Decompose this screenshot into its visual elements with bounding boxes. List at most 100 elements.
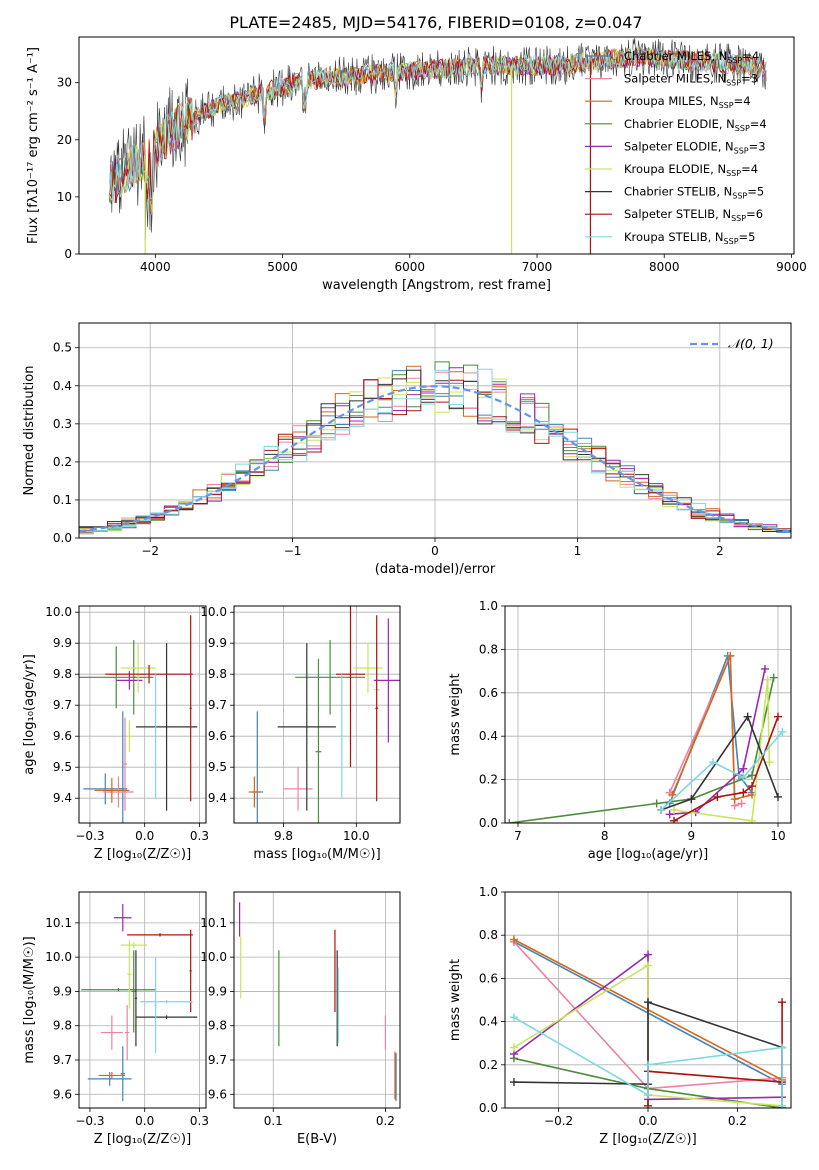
- x-axis-label: (data-model)/error: [375, 562, 496, 577]
- plus-marker: [739, 788, 748, 797]
- weight-line-salpeter-elodie: [669, 668, 766, 816]
- plus-marker: [709, 758, 717, 767]
- plus-marker: [743, 712, 752, 721]
- x-axis-label: Z [log₁₀(Z/Z☉)]: [94, 1132, 191, 1147]
- x-tick-label: 1: [574, 544, 582, 558]
- weight-line-salpeter-stelib: [647, 1002, 783, 1106]
- y-tick-label: 0.2: [479, 1058, 498, 1072]
- x-tick-label: −0.3: [75, 1114, 104, 1128]
- x-tick-label: 0.0: [135, 1114, 154, 1128]
- plus-marker: [644, 961, 652, 970]
- x-axis-label: mass [log₁₀(M/M☉)]: [253, 847, 380, 862]
- errorbar-point: [189, 615, 192, 802]
- panel-age-vs-Z: −0.3 0.0 0.3 9.4 9.5 9.6 9.7 9.8 9.9 10.0 Z [log₁₀…: [22, 605, 209, 862]
- y-tick-label: 9.5: [208, 760, 227, 774]
- y-tick-label: 9.6: [208, 729, 227, 743]
- legend-entry: Salpeter MILES, NSSP=3: [624, 72, 758, 88]
- axes-frame: [504, 605, 792, 824]
- plus-marker: [644, 1091, 652, 1100]
- legend-model-name: Chabrier ELODIE: [624, 117, 719, 131]
- errorbar-point: [134, 950, 138, 1047]
- plus-marker: [774, 712, 782, 721]
- axes-frame: [78, 605, 207, 824]
- axes-frame: [78, 891, 207, 1109]
- legend-entry: Chabrier ELODIE, NSSP=4: [624, 117, 767, 133]
- y-tick-label: 9.6: [53, 729, 72, 743]
- errorbar-point: [135, 643, 198, 811]
- y-tick-label: 9.9: [53, 636, 72, 650]
- y-tick-label: 9.9: [53, 984, 72, 998]
- plus-marker: [748, 782, 756, 791]
- y-tick-label: 10: [57, 190, 72, 204]
- plus-marker: [687, 795, 696, 804]
- legend-model-name: Salpeter ELODIE: [624, 139, 718, 153]
- x-tick-label: 4000: [140, 260, 171, 274]
- panel-mass-vs-EBV: 0.1 0.2 9.6 9.7 9.8 9.9 10.0 10.1 E(B-V): [200, 891, 401, 1147]
- errorbar-point: [277, 643, 336, 811]
- x-tick-label: 0.2: [728, 1114, 747, 1128]
- y-tick-label: 9.7: [53, 1053, 72, 1067]
- plot-area-residuals: [79, 361, 791, 536]
- x-tick-label: 10.0: [343, 829, 370, 843]
- plus-marker: [713, 792, 722, 801]
- y-tick-label: 0.4: [479, 1015, 498, 1029]
- legend-entry: Kroupa ELODIE, NSSP=4: [624, 162, 758, 178]
- y-tick-label: 9.6: [53, 1087, 72, 1101]
- panel-residuals: −2 −1 0 1 2 0.0 0.1 0.2 0.3 0.4 0.5 (data-model)/er…: [22, 322, 792, 577]
- x-axis-label: Z [log₁₀(Z/Z☉)]: [599, 1132, 696, 1147]
- legend-entry: Kroupa STELIB, NSSP=5: [624, 230, 756, 246]
- legend-nssp: 4: [743, 94, 750, 108]
- y-tick-label: 1.0: [479, 885, 498, 899]
- errorbar-point: [335, 606, 366, 768]
- plus-marker: [665, 810, 674, 819]
- errorbar-point: [79, 646, 154, 709]
- legend-model-name: Kroupa ELODIE: [624, 162, 710, 176]
- errorbar-point: [131, 640, 136, 715]
- legend-nssp: 3: [751, 72, 758, 86]
- legend-nssp: 5: [748, 230, 755, 244]
- y-tick-label: 0.3: [53, 417, 72, 431]
- x-tick-label: −1: [284, 544, 302, 558]
- y-tick-label: 0.8: [479, 928, 498, 942]
- y-tick-label: 0: [64, 247, 72, 261]
- y-tick-label: 0.2: [479, 773, 498, 787]
- spectrum-legend: Chabrier MILES, NSSP=4 Salpeter MILES, NS…: [585, 49, 767, 246]
- plot-area-spectrum: [109, 37, 767, 254]
- panel-mass-vs-Z: −0.3 0.0 0.3 9.6 9.7 9.8 9.9 10.0 10.1 Z [log₁₀(Z…: [22, 891, 209, 1147]
- y-tick-label: 9.8: [208, 667, 227, 681]
- errorbar-point: [375, 615, 379, 802]
- axes-frame: [233, 605, 401, 824]
- plot-area-weight-vs-age: [505, 651, 787, 823]
- y-axis-label: mass weight: [448, 673, 463, 755]
- y-axis-label: Flux [fλ10⁻¹⁷ erg cm⁻² s⁻¹ A⁻¹]: [26, 47, 41, 244]
- errorbar-point: [131, 950, 136, 1033]
- y-tick-label: 9.6: [208, 1087, 227, 1101]
- legend-model-name: Kroupa STELIB: [624, 230, 708, 244]
- legend-entry: Salpeter STELIB, NSSP=6: [624, 207, 763, 223]
- legend-model-name: Chabrier MILES: [624, 49, 711, 63]
- legend-nssp: 3: [758, 139, 765, 153]
- errorbar-point: [124, 1005, 130, 1060]
- x-tick-label: 9000: [776, 260, 807, 274]
- errorbar-point: [120, 941, 147, 949]
- x-tick-label: −2: [141, 544, 159, 558]
- panel-age-vs-mass: 9.8 10.0 9.4 9.5 9.6 9.7 9.8 9.9 10.0 mass [log₁₀…: [200, 605, 401, 862]
- errorbar-point: [295, 640, 366, 715]
- legend-entry: 𝒩(0, 1): [728, 336, 774, 351]
- x-tick-label: −0.2: [544, 1114, 573, 1128]
- errorbar-point: [120, 1046, 125, 1102]
- errorbar-point: [127, 933, 193, 937]
- panel-spectrum: 4000 5000 6000 7000 8000 9000 0 10 20 30 wavelengt…: [26, 36, 807, 293]
- plus-marker: [761, 664, 769, 673]
- y-tick-label: 0.1: [53, 493, 72, 507]
- panel-weight-vs-Z: −0.2 0.0 0.2 0.0 0.2 0.4 0.6 0.8 1.0 Z [log₁₀(Z/Z…: [448, 885, 792, 1147]
- y-tick-label: 9.5: [53, 760, 72, 774]
- legend-model-name: Chabrier STELIB: [624, 185, 716, 199]
- y-tick-label: 0.8: [479, 642, 498, 656]
- axes-frame: [233, 891, 401, 1109]
- x-axis-label: E(B-V): [297, 1132, 337, 1147]
- x-axis-label: age [log₁₀(age/yr)]: [588, 847, 709, 862]
- y-tick-label: 0.0: [479, 1101, 498, 1115]
- plot-area-mass-vs-EBV: [239, 902, 397, 1102]
- y-axis-label: mass [log₁₀(M/M☉)]: [22, 936, 37, 1063]
